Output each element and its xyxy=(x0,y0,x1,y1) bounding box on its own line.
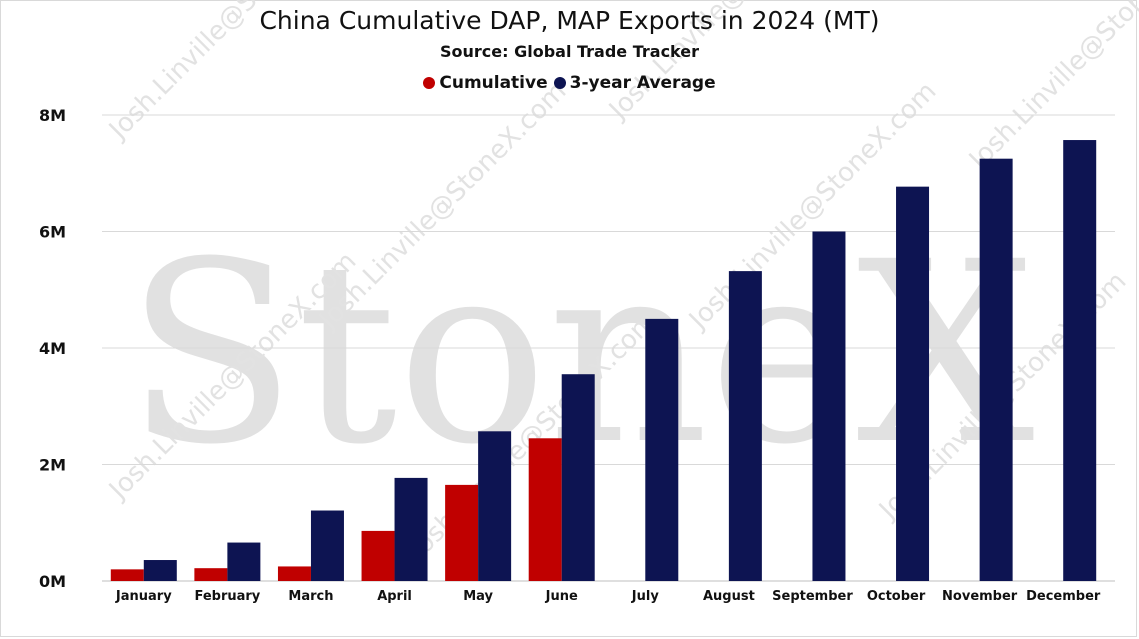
bar-3-year-average-december xyxy=(1063,140,1097,582)
x-tick-label: May xyxy=(463,589,493,604)
bar-3-year-average-august xyxy=(728,271,762,581)
bar-3-year-average-june xyxy=(561,374,595,581)
y-tick-label: 4M xyxy=(39,339,66,358)
bar-3-year-average-july xyxy=(645,318,679,581)
y-tick-label: 8M xyxy=(39,106,66,125)
x-tick-label: January xyxy=(115,589,172,604)
y-tick-label: 2M xyxy=(39,456,66,475)
bars xyxy=(110,140,1097,582)
bar-3-year-average-february xyxy=(227,542,261,581)
x-tick-label: November xyxy=(942,589,1018,604)
bar-3-year-average-october xyxy=(896,186,930,581)
bar-3-year-average-january xyxy=(143,560,177,581)
y-tick-label: 6M xyxy=(39,223,66,242)
y-axis-ticks: 0M 2M 4M 6M 8M xyxy=(39,106,66,591)
bar-3-year-average-november xyxy=(979,158,1013,581)
legend-marker-cumulative xyxy=(423,77,436,89)
bar-3-year-average-may xyxy=(478,431,512,581)
bar-cumulative-june xyxy=(528,438,562,581)
x-tick-label: December xyxy=(1026,589,1101,604)
x-tick-label: September xyxy=(772,589,853,604)
x-tick-label: February xyxy=(194,589,260,604)
x-tick-label: March xyxy=(288,589,333,604)
y-tick-label: 0M xyxy=(39,572,66,591)
legend-label-3-year-average: 3-year Average xyxy=(569,73,716,93)
legend-marker-3-year-average xyxy=(553,77,566,89)
legend-item-3-year-average: 3-year Average xyxy=(553,73,716,93)
gridlines xyxy=(102,114,1115,582)
legend-item-cumulative: Cumulative xyxy=(423,73,548,93)
bar-cumulative-march xyxy=(277,566,311,581)
bar-cumulative-january xyxy=(110,569,144,581)
x-tick-label: June xyxy=(545,589,578,604)
x-tick-label: April xyxy=(377,589,412,604)
legend: Cumulative 3-year Average xyxy=(0,73,1139,93)
bar-cumulative-may xyxy=(445,484,479,581)
bar-3-year-average-september xyxy=(812,231,846,581)
bar-3-year-average-march xyxy=(310,510,344,581)
bar-cumulative-february xyxy=(194,568,228,581)
x-tick-label: October xyxy=(867,589,926,604)
chart-title: China Cumulative DAP, MAP Exports in 202… xyxy=(259,6,880,35)
bar-3-year-average-april xyxy=(394,477,428,581)
x-tick-label: August xyxy=(703,589,755,604)
bar-cumulative-april xyxy=(361,530,395,581)
x-tick-label: July xyxy=(631,589,660,604)
x-axis-ticks: January February March April May June July Augu… xyxy=(115,589,1101,604)
legend-label-cumulative: Cumulative xyxy=(439,73,548,93)
chart-subtitle: Source: Global Trade Tracker xyxy=(439,42,699,61)
